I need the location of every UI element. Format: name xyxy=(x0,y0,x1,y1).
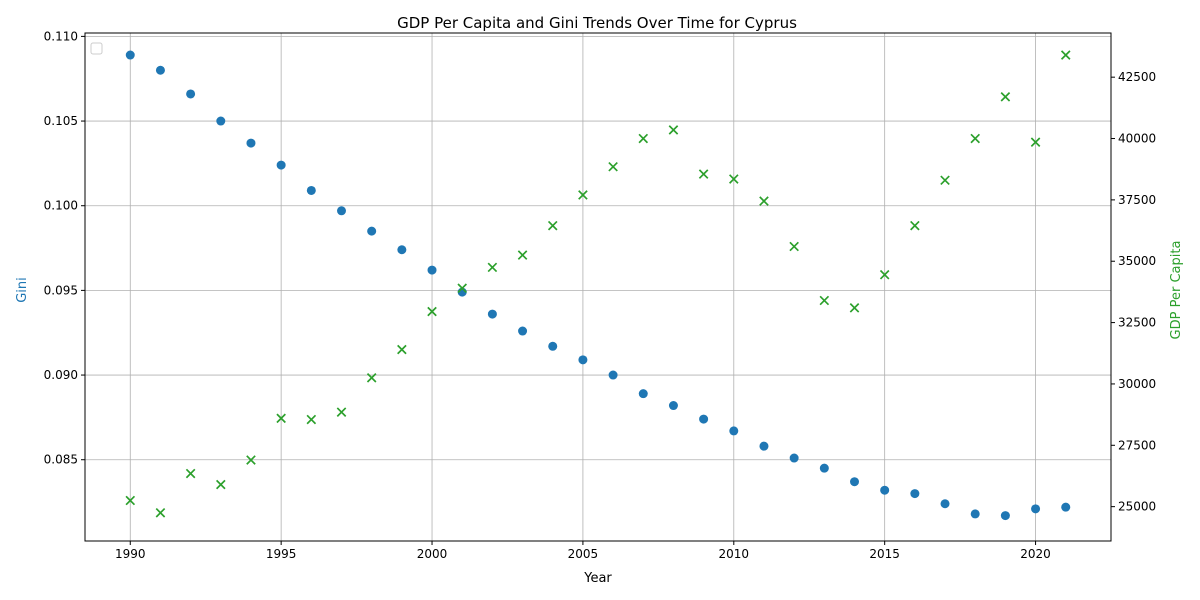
gdp-point xyxy=(578,190,588,200)
gdp-point xyxy=(940,175,950,186)
gini-point xyxy=(940,499,950,509)
gini-point xyxy=(910,489,920,499)
gdp-point xyxy=(185,468,196,479)
gdp-point xyxy=(306,414,317,425)
y-axis-right-label: GDP Per Capita xyxy=(1169,241,1184,340)
y-left-tick-label: 0.105 xyxy=(44,114,78,128)
gdp-point xyxy=(276,413,286,424)
y-right-tick-label: 40000 xyxy=(1118,132,1156,146)
gdp-point xyxy=(608,161,618,172)
plot-frame xyxy=(84,32,1112,542)
y-right-tick-label: 35000 xyxy=(1118,254,1156,268)
gini-point xyxy=(638,389,648,399)
gini-point xyxy=(1061,502,1071,512)
x-tick-label: 2000 xyxy=(417,547,448,561)
gini-point xyxy=(880,485,890,495)
gini-point xyxy=(367,226,377,236)
gini-point xyxy=(668,401,678,411)
x-tick-label: 2010 xyxy=(719,547,750,561)
gdp-point xyxy=(759,196,769,206)
gini-point xyxy=(608,370,618,380)
gdp-series xyxy=(125,50,1071,518)
y-left-tick-label: 0.090 xyxy=(44,368,78,382)
gdp-point xyxy=(517,250,528,260)
gini-point xyxy=(397,245,407,255)
grid xyxy=(85,33,1111,541)
gdp-point xyxy=(125,495,136,506)
gdp-point xyxy=(427,306,437,317)
gdp-point xyxy=(336,407,347,417)
gdp-point xyxy=(457,283,468,294)
gdp-point xyxy=(397,344,407,355)
gdp-point xyxy=(879,269,890,280)
chart-title: GDP Per Capita and Gini Trends Over Time… xyxy=(397,14,797,32)
gini-series xyxy=(125,50,1071,521)
gini-point xyxy=(970,509,980,519)
gdp-point xyxy=(728,174,739,184)
gdp-point xyxy=(819,295,830,306)
x-tick-label: 1990 xyxy=(115,547,146,561)
gdp-point xyxy=(155,507,166,518)
gini-point xyxy=(487,309,497,319)
y-right-tick-label: 32500 xyxy=(1118,316,1156,330)
gini-point xyxy=(306,185,316,195)
x-tick-label: 2005 xyxy=(568,547,599,561)
x-axis: 1990 1995 2000 2005 2010 2015 2020 xyxy=(115,541,1051,561)
gini-point xyxy=(276,160,286,170)
gdp-point xyxy=(970,133,981,144)
gdp-point xyxy=(547,220,558,231)
y-right-tick-label: 42500 xyxy=(1118,70,1156,84)
x-tick-label: 1995 xyxy=(266,547,297,561)
gini-point xyxy=(155,65,165,75)
gini-point xyxy=(518,326,528,336)
x-axis-label: Year xyxy=(583,571,612,586)
gini-point xyxy=(1000,511,1010,521)
gini-point xyxy=(699,414,709,424)
gini-point xyxy=(850,477,859,487)
gdp-point xyxy=(789,241,799,252)
gdp-point xyxy=(698,169,709,179)
y-left-tick-label: 0.100 xyxy=(44,199,78,213)
gini-point xyxy=(186,89,196,99)
gini-point xyxy=(789,453,799,463)
gini-point xyxy=(548,341,558,351)
y-left-tick-label: 0.085 xyxy=(44,453,78,467)
gini-point xyxy=(427,265,437,275)
gdp-point xyxy=(849,303,860,313)
gini-point xyxy=(337,206,346,216)
gdp-point xyxy=(1030,137,1041,148)
gini-point xyxy=(216,116,226,126)
y-axis-left: 0.085 0.090 0.095 0.100 0.105 0.110 xyxy=(44,29,85,467)
legend-box xyxy=(90,42,103,55)
y-right-tick-label: 30000 xyxy=(1118,377,1156,391)
gdp-point xyxy=(487,262,498,273)
y-left-tick-label: 0.110 xyxy=(44,29,78,43)
gdp-point xyxy=(366,373,377,383)
y-axis-right: 25000 27500 30000 32500 35000 37500 40000 42500 xyxy=(1111,70,1156,514)
gdp-point xyxy=(668,125,679,135)
x-tick-label: 2015 xyxy=(869,547,900,561)
y-right-tick-label: 37500 xyxy=(1118,193,1156,207)
gini-point xyxy=(125,50,135,60)
gini-point xyxy=(578,355,588,365)
gini-point xyxy=(759,441,769,451)
x-tick-label: 2020 xyxy=(1020,547,1051,561)
gdp-point xyxy=(638,133,649,144)
gdp-point xyxy=(1000,92,1011,102)
gini-point xyxy=(246,138,256,148)
gdp-point xyxy=(1060,50,1071,60)
gdp-point xyxy=(910,220,920,231)
gini-point xyxy=(819,463,829,473)
y-left-tick-label: 0.095 xyxy=(44,283,78,297)
gini-point xyxy=(1031,504,1041,514)
gdp-point xyxy=(215,479,226,490)
y-right-tick-label: 27500 xyxy=(1118,438,1156,452)
gdp-point xyxy=(246,455,256,465)
y-axis-left-label: Gini xyxy=(15,277,30,303)
gini-point xyxy=(729,426,739,436)
y-right-tick-label: 25000 xyxy=(1118,500,1156,514)
